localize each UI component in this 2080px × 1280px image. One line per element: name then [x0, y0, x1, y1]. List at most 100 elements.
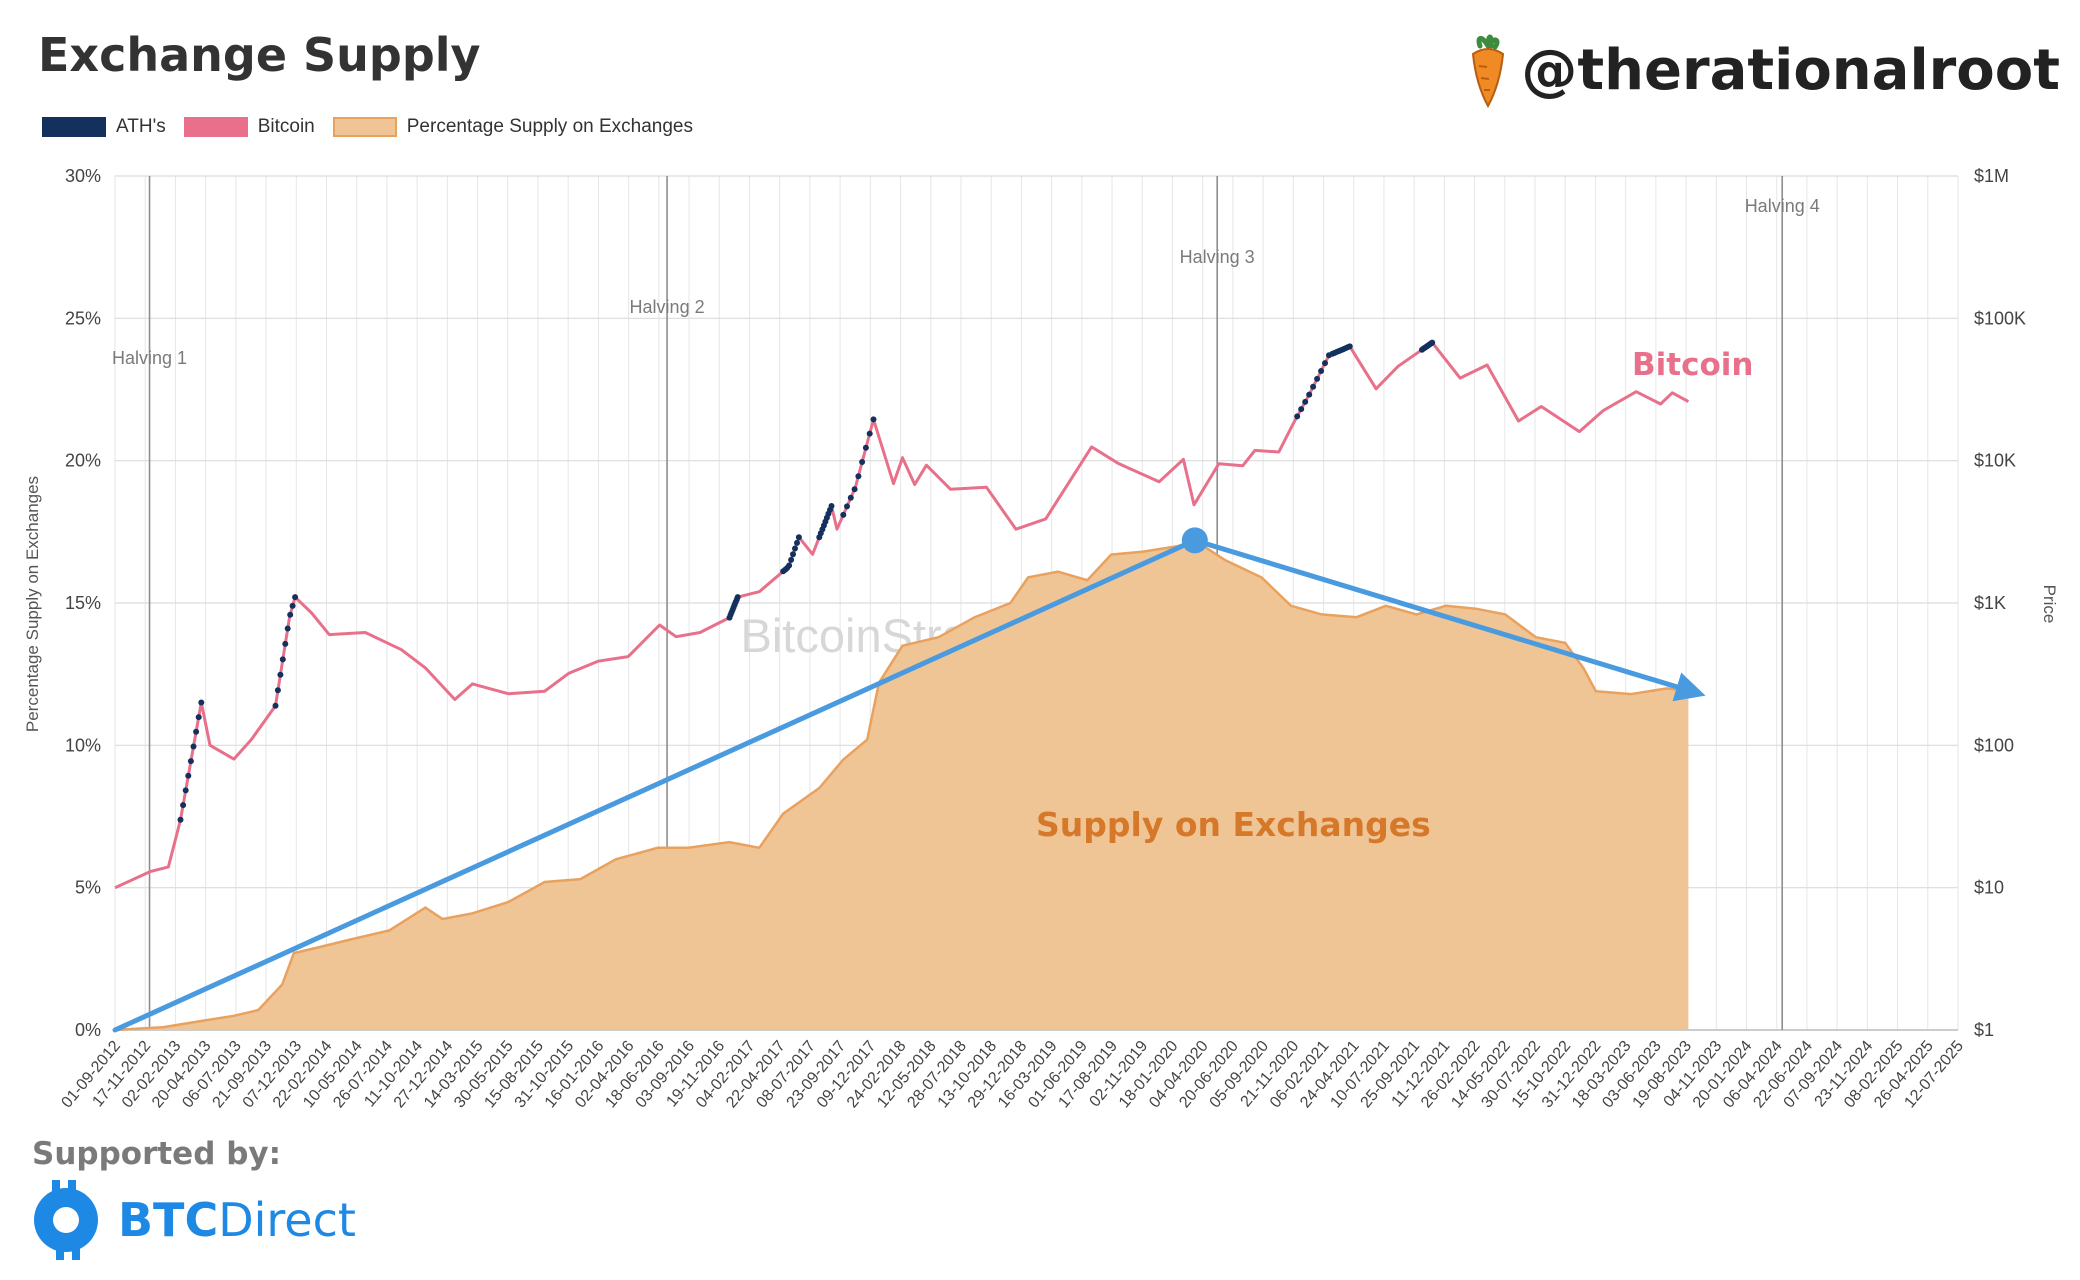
- bitcoin-price-line: [114, 341, 1690, 890]
- page-title: Exchange Supply: [38, 28, 481, 82]
- btc-direct-icon: [34, 1180, 98, 1260]
- ath-point: [859, 459, 866, 465]
- legend-label-supply: Percentage Supply on Exchanges: [406, 116, 694, 137]
- btc-direct-wordmark: BTCDirect: [118, 1193, 356, 1247]
- halving-label: Halving 2: [630, 297, 705, 317]
- ath-point: [790, 551, 796, 558]
- legend-item-supply[interactable]: Percentage Supply on Exchanges: [332, 116, 694, 138]
- halving-lines: Halving 1 Halving 2 Halving 3 Halving 4: [112, 176, 1820, 1030]
- ath-point: [1310, 383, 1317, 390]
- halving-label: Halving 3: [1180, 247, 1255, 267]
- ath-point: [277, 671, 284, 678]
- ath-point: [1318, 368, 1325, 374]
- halving-label: Halving 1: [112, 348, 187, 368]
- legend-item-ath[interactable]: ATH's: [42, 116, 166, 138]
- ath-point: [1314, 375, 1321, 382]
- ath-point: [282, 640, 289, 647]
- ath-point: [847, 494, 854, 501]
- y-axis-right: $1 $10 $100 $1K $10K $100K $1M: [1974, 166, 2026, 1040]
- legend-swatch-bitcoin: [183, 117, 248, 137]
- y-right-tick-label: $10K: [1974, 451, 2016, 471]
- ath-point: [190, 743, 197, 750]
- ath-point: [792, 545, 798, 552]
- trend-arrow: [112, 537, 1198, 1033]
- ath-point: [198, 699, 205, 706]
- ath-point: [274, 687, 281, 694]
- y-left-tick-label: 25%: [65, 308, 101, 328]
- bitcoin-series: [114, 341, 1690, 890]
- ath-point: [795, 534, 802, 541]
- ath-point: [844, 503, 850, 510]
- ath-point: [855, 473, 862, 480]
- ath-point: [828, 503, 835, 509]
- halving-label: Halving 4: [1745, 196, 1820, 216]
- chart-legend: ATH's Bitcoin Percentage Supply on Excha…: [42, 116, 711, 138]
- y-left-tick-label: 20%: [65, 451, 101, 471]
- y-axis-left: 0% 5% 10% 15% 20% 25% 30%: [65, 166, 101, 1040]
- x-axis: 01-09-201217-11-201202-02-201320-04-2013…: [58, 1038, 1967, 1112]
- ath-point: [177, 816, 184, 823]
- y-right-tick-label: $100: [1974, 735, 2014, 755]
- ath-point: [195, 714, 202, 721]
- ath-point: [794, 539, 800, 546]
- ath-point: [840, 511, 847, 518]
- ath-point: [788, 556, 795, 563]
- y-left-tick-label: 0%: [75, 1020, 101, 1040]
- legend-swatch-ath: [42, 117, 106, 137]
- ath-point: [851, 486, 858, 493]
- ath-point: [870, 416, 877, 423]
- trend-peak-marker: [1181, 527, 1208, 554]
- legend-item-bitcoin[interactable]: Bitcoin: [183, 116, 315, 138]
- legend-label-bitcoin: Bitcoin: [257, 116, 315, 137]
- ath-point: [187, 758, 194, 765]
- ath-point: [182, 787, 189, 794]
- btc-direct-logo: BTCDirect: [32, 1180, 356, 1260]
- supported-by-label: Supported by:: [32, 1136, 281, 1172]
- ath-point: [1294, 413, 1301, 420]
- supply-area: [115, 540, 1689, 1030]
- ath-point: [786, 562, 793, 569]
- legend-label-ath: ATH's: [116, 116, 166, 137]
- trend-arrows: [112, 527, 1706, 1033]
- carrot-icon: [1472, 34, 1505, 108]
- ath-point: [287, 611, 294, 618]
- author-handle: @therationalroot: [1467, 32, 2060, 108]
- ath-point: [185, 772, 192, 779]
- y-right-tick-label: $1M: [1974, 166, 2009, 186]
- annotation-supply: Supply on Exchanges: [1036, 805, 1431, 844]
- ath-point: [279, 656, 286, 663]
- y-left-tick-label: 15%: [65, 593, 101, 613]
- ath-point: [1306, 391, 1313, 398]
- annotation-bitcoin: Bitcoin: [1632, 347, 1753, 383]
- legend-swatch-supply: [332, 117, 397, 137]
- ath-point: [1302, 398, 1309, 405]
- y-left-tick-label: 5%: [75, 878, 101, 898]
- ath-series: [177, 339, 1436, 823]
- y-right-tick-label: $1: [1974, 1020, 1994, 1040]
- ath-point: [180, 802, 187, 809]
- y-left-tick-label: 10%: [65, 735, 101, 755]
- ath-point: [292, 594, 299, 601]
- handle-text: @therationalroot: [1521, 37, 2060, 103]
- supply-series: [114, 539, 1689, 1032]
- ath-point: [193, 728, 200, 735]
- y-right-tick-label: $1K: [1974, 593, 2006, 613]
- y-axis-right-title: Price: [2040, 585, 2059, 624]
- ath-point: [1322, 360, 1328, 367]
- ath-point: [284, 625, 291, 632]
- y-axis-left-title: Percentage Supply on Exchanges: [23, 476, 42, 732]
- y-right-tick-label: $10: [1974, 878, 2004, 898]
- ath-point: [734, 594, 741, 601]
- ath-point: [1298, 406, 1305, 413]
- ath-point: [862, 444, 869, 451]
- y-right-tick-label: $100K: [1974, 308, 2026, 328]
- ath-point: [866, 430, 873, 437]
- supply-line: [114, 539, 1689, 1032]
- ath-point: [1429, 339, 1436, 346]
- trend-arrow: [1192, 537, 1706, 702]
- ath-point: [272, 702, 279, 709]
- y-left-tick-label: 30%: [65, 166, 101, 186]
- ath-point: [289, 602, 296, 609]
- ath-point: [1346, 343, 1353, 350]
